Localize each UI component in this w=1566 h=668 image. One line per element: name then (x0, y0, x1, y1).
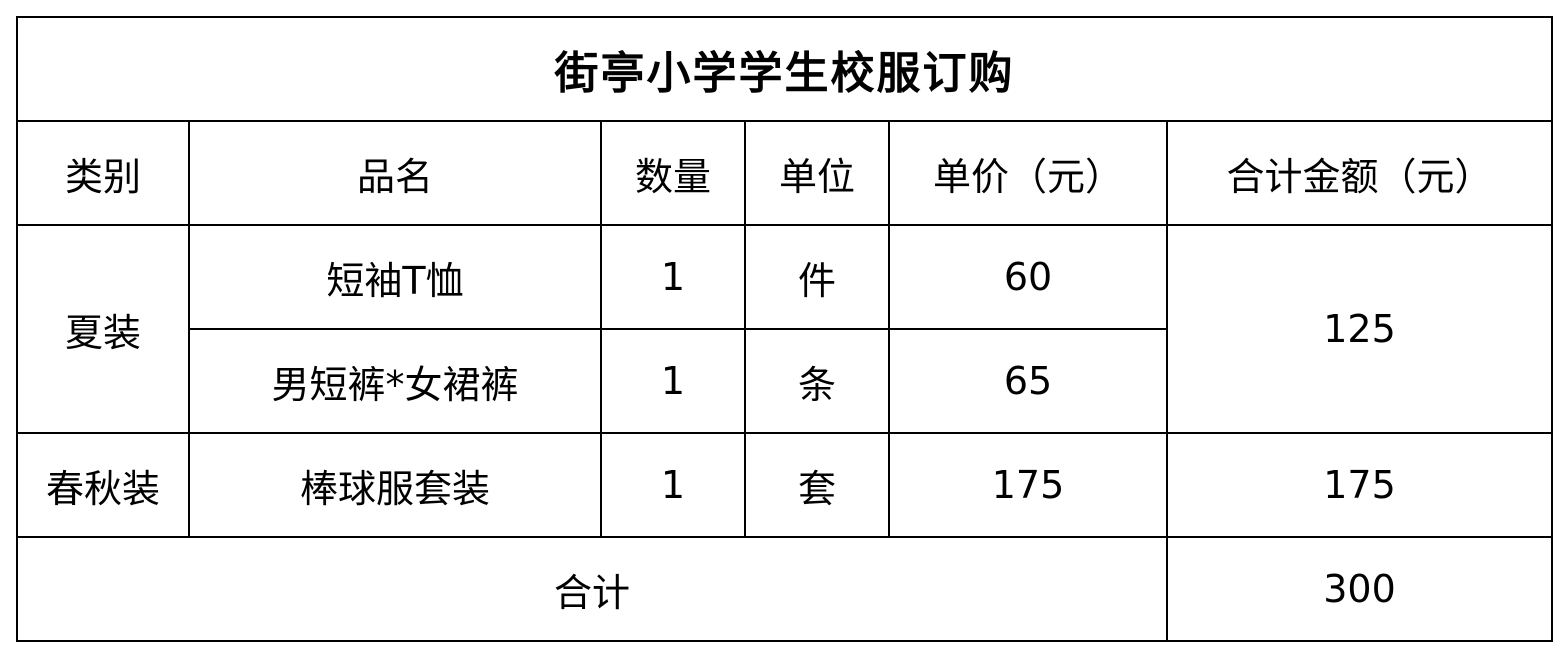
row-qty: 1 (600, 328, 746, 434)
row-category: 夏装 (16, 224, 190, 434)
row-subtotal: 125 (1166, 224, 1553, 434)
row-category: 春秋装 (16, 432, 190, 538)
row-name: 男短裤*女裙裤 (188, 328, 602, 434)
row-name: 棒球服套装 (188, 432, 602, 538)
row-unit: 套 (744, 432, 890, 538)
header-category: 类别 (16, 120, 190, 226)
total-row: 合计 300 (16, 536, 1553, 642)
row-price: 175 (888, 432, 1168, 538)
header-name: 品名 (188, 120, 602, 226)
row-qty: 1 (600, 432, 746, 538)
header-subtotal: 合计金额（元） (1166, 120, 1553, 226)
row-qty: 1 (600, 224, 746, 330)
table-row: 男短裤*女裙裤 1 条 65 (17, 328, 1552, 434)
total-value: 300 (1166, 536, 1553, 642)
uniform-order-table: 街亭小学学生校服订购 类别 品名 数量 单位 单价（元） 合计金额（元） 夏装 … (16, 16, 1553, 642)
table-row: 春秋装 棒球服套装 1 套 175 175 (16, 432, 1553, 538)
row-price: 65 (888, 328, 1168, 434)
header-row: 类别 品名 数量 单位 单价（元） 合计金额（元） (16, 120, 1553, 226)
table-row: 夏装 短袖T恤 1 件 60 125 (16, 224, 1553, 434)
header-qty: 数量 (600, 120, 746, 226)
title-row: 街亭小学学生校服订购 (16, 16, 1553, 122)
row-unit: 件 (744, 224, 890, 330)
row-unit: 条 (744, 328, 890, 434)
row-subtotal: 175 (1166, 432, 1553, 538)
total-label: 合计 (16, 536, 1168, 642)
row-name: 短袖T恤 (188, 224, 602, 330)
row-price: 60 (888, 224, 1168, 330)
header-price: 单价（元） (888, 120, 1168, 226)
table-title: 街亭小学学生校服订购 (16, 16, 1553, 122)
header-unit: 单位 (744, 120, 890, 226)
